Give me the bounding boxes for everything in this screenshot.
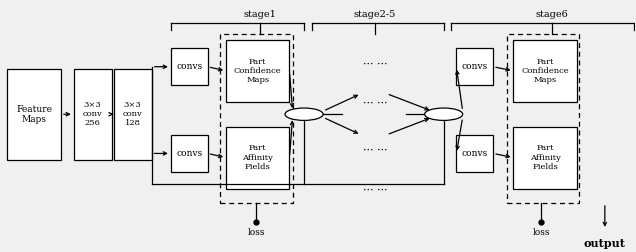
Text: 3×3
conv
128: 3×3 conv 128: [123, 101, 142, 128]
Text: 3×3
conv
256: 3×3 conv 256: [83, 101, 102, 128]
Text: ··· ···: ··· ···: [363, 99, 387, 109]
Bar: [114, 69, 152, 160]
Bar: [226, 127, 289, 188]
Text: ··· ···: ··· ···: [363, 146, 387, 156]
Text: ··· ···: ··· ···: [363, 60, 387, 70]
Text: stage2-5: stage2-5: [354, 10, 396, 19]
Text: convs: convs: [462, 149, 488, 158]
Text: Part
Affinity
Fields: Part Affinity Fields: [242, 144, 273, 171]
Bar: [457, 135, 493, 172]
Text: stage6: stage6: [535, 10, 568, 19]
Text: stage1: stage1: [243, 10, 276, 19]
Text: loss: loss: [532, 228, 550, 237]
Text: convs: convs: [462, 62, 488, 71]
Text: Part
Affinity
Fields: Part Affinity Fields: [530, 144, 560, 171]
Circle shape: [425, 108, 463, 120]
Bar: [226, 40, 289, 102]
Bar: [507, 34, 579, 203]
Bar: [219, 34, 293, 203]
Bar: [171, 48, 207, 85]
Bar: [7, 69, 61, 160]
Text: Part
Confidence
Maps: Part Confidence Maps: [234, 58, 282, 84]
Bar: [513, 127, 577, 188]
Text: ··· ···: ··· ···: [363, 185, 387, 196]
Bar: [74, 69, 112, 160]
Text: convs: convs: [176, 149, 202, 158]
Bar: [171, 135, 207, 172]
Text: loss: loss: [247, 228, 265, 237]
Text: convs: convs: [176, 62, 202, 71]
Text: Part
Confidence
Maps: Part Confidence Maps: [522, 58, 569, 84]
Bar: [513, 40, 577, 102]
Bar: [457, 48, 493, 85]
Text: Feature
Maps: Feature Maps: [16, 105, 52, 124]
Text: output: output: [584, 238, 626, 249]
Circle shape: [285, 108, 323, 120]
